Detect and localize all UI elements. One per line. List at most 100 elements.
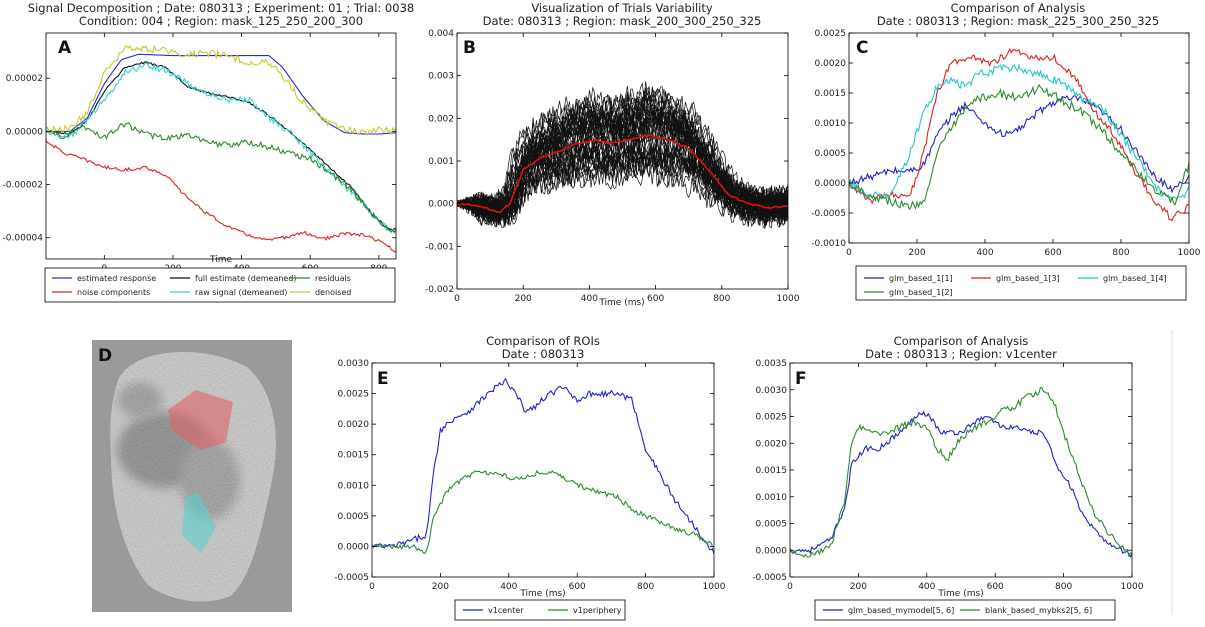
x-tick-label: 400 xyxy=(976,248,993,258)
x-tick-label: 200 xyxy=(850,582,867,592)
x-tick-label: 200 xyxy=(432,582,449,592)
legend-label: v1center xyxy=(488,606,524,615)
y-tick-label: 0.0025 xyxy=(338,390,370,400)
x-tick-label: 1000 xyxy=(1121,582,1144,592)
legend-label: glm_based_1[4] xyxy=(1103,274,1167,283)
y-tick-label: -0.0005 xyxy=(752,573,787,583)
y-tick-label: 0.0030 xyxy=(338,359,370,369)
y-tick-label: 0.0000 xyxy=(756,546,788,556)
y-tick-label: 0.0005 xyxy=(815,149,847,159)
x-tick-label: 200 xyxy=(908,248,925,258)
x-tick-label: 0 xyxy=(846,248,852,258)
y-tick-label: 0.0035 xyxy=(756,359,788,369)
plot-lines xyxy=(457,81,788,229)
legend-label: raw signal (demeaned) xyxy=(195,288,287,297)
series-line-glm-based-mymodel-5-6- xyxy=(790,410,1132,558)
axes-frame xyxy=(371,362,715,578)
x-tick-label: 400 xyxy=(918,582,935,592)
chart-subtitle: Date : 080313 xyxy=(502,347,585,361)
y-tick-label: 0.000 xyxy=(428,200,454,210)
panel-letter-a: A xyxy=(58,38,72,58)
y-tick-label: -0.002 xyxy=(425,285,454,295)
x-tick-label: 0 xyxy=(787,582,793,592)
series-line-v1center xyxy=(372,377,714,554)
y-tick-label: -0.00002 xyxy=(3,181,43,191)
chart-title: Comparison of Analysis xyxy=(894,334,1029,348)
panel-e: 0 200 400 600 800 1000 0.0030 0.0025 0.0020 0.001… xyxy=(334,334,726,621)
chart-title: Visualization of Trials Variability xyxy=(531,1,713,15)
panel-letter-f: F xyxy=(795,369,807,389)
series-line-denoised xyxy=(46,44,396,137)
y-tick-label: 0.0015 xyxy=(815,89,847,99)
panel-c: 0 200 400 600 800 1000 0.0025 0.0020 0.0015 0.001… xyxy=(811,1,1201,301)
x-tick-label: 400 xyxy=(500,582,517,592)
plot-lines xyxy=(790,386,1132,558)
x-tick-label: 1000 xyxy=(703,582,726,592)
y-tick-label: 0.0025 xyxy=(756,413,788,423)
series-line-noise-components xyxy=(46,140,396,253)
roi-v1periphery xyxy=(182,493,216,553)
x-axis-label: Time xyxy=(209,255,232,265)
plot-lines xyxy=(46,44,396,253)
trial-line xyxy=(457,94,788,218)
roi-v1center xyxy=(168,390,233,450)
x-axis-label: Time (ms) xyxy=(519,589,565,599)
y-tick-label: -0.0005 xyxy=(811,209,846,219)
trial-mean-line xyxy=(457,134,788,214)
legend-box xyxy=(44,267,396,303)
x-tick-label: 600 xyxy=(647,294,664,304)
y-tick-label: -0.00004 xyxy=(3,234,44,244)
y-tick-label: 0.0005 xyxy=(756,520,788,530)
series-line-glm-based-1-2- xyxy=(849,83,1189,211)
x-tick-label: 800 xyxy=(637,582,654,592)
chart-subtitle: Date: 080313 ; Region: mask_200_300_250_… xyxy=(483,14,762,28)
panel-b: 0 200 400 600 800 1000 0.004 0.003 0.002 0.001 0.0… xyxy=(425,1,800,308)
x-tick-label: 0 xyxy=(454,294,460,304)
y-tick-label: 0.0020 xyxy=(756,439,788,449)
axes-frame xyxy=(45,32,397,260)
tissue-texture xyxy=(110,352,276,602)
trial-line xyxy=(457,126,788,216)
legend-label: v1periphery xyxy=(573,606,622,615)
plot-area xyxy=(372,363,714,577)
panel-a: 02004006008000.000020.00000-0.00002-0.00… xyxy=(3,1,414,303)
panel-letter-c: C xyxy=(856,38,868,58)
trial-line xyxy=(457,131,788,214)
y-tick-label: 0.0015 xyxy=(756,466,788,476)
x-tick-label: 600 xyxy=(569,582,586,592)
series-line-glm-based-1-1- xyxy=(849,94,1189,194)
y-tick-label: 0.0010 xyxy=(815,119,847,129)
panel-d-brain-image: D xyxy=(92,340,292,612)
legend-label: glm_based_1[2] xyxy=(889,288,953,297)
chart-title: Signal Decomposition ; Date: 080313 ; Ex… xyxy=(28,1,414,15)
chart-subtitle: Date : 080313 ; Region: mask_225_300_250… xyxy=(877,14,1159,28)
x-axis-label: Time (ms) xyxy=(598,298,644,308)
plot-lines xyxy=(372,377,714,554)
y-tick-label: 0.0000 xyxy=(815,179,847,189)
legend-label: residuals xyxy=(315,274,351,283)
y-tick-label: 0.004 xyxy=(428,29,454,39)
plot-area xyxy=(790,363,1132,577)
y-tick-label: 0.0010 xyxy=(756,493,788,503)
legend-label: blank_based_mybks2[5, 6] xyxy=(985,606,1092,615)
series-line-glm-based-1-4- xyxy=(849,63,1189,201)
y-tick-label: 0.0020 xyxy=(338,420,370,430)
y-tick-label: -0.0010 xyxy=(811,239,846,249)
series-line-residuals xyxy=(46,122,396,234)
y-tick-label: -0.0005 xyxy=(334,573,369,583)
panel-letter-b: B xyxy=(463,38,476,58)
trial-line xyxy=(457,97,788,229)
y-tick-label: 0.0015 xyxy=(338,451,370,461)
legend-label: denoised xyxy=(315,288,351,297)
panel-letter-e: E xyxy=(377,369,389,389)
x-tick-label: 800 xyxy=(1055,582,1072,592)
y-tick-label: 0.0000 xyxy=(338,542,370,552)
series-line-v1periphery xyxy=(372,469,714,554)
panel-letter-d: D xyxy=(98,346,112,366)
chart-title: Comparison of ROIs xyxy=(486,334,600,348)
x-tick-label: 400 xyxy=(581,294,598,304)
y-tick-label: 0.0010 xyxy=(338,481,370,491)
legend-label: glm_based_mymodel[5, 6] xyxy=(848,606,954,615)
chart-subtitle: Condition: 004 ; Region: mask_125_250_20… xyxy=(79,14,363,28)
legend-label: glm_based_1[3] xyxy=(996,274,1060,283)
